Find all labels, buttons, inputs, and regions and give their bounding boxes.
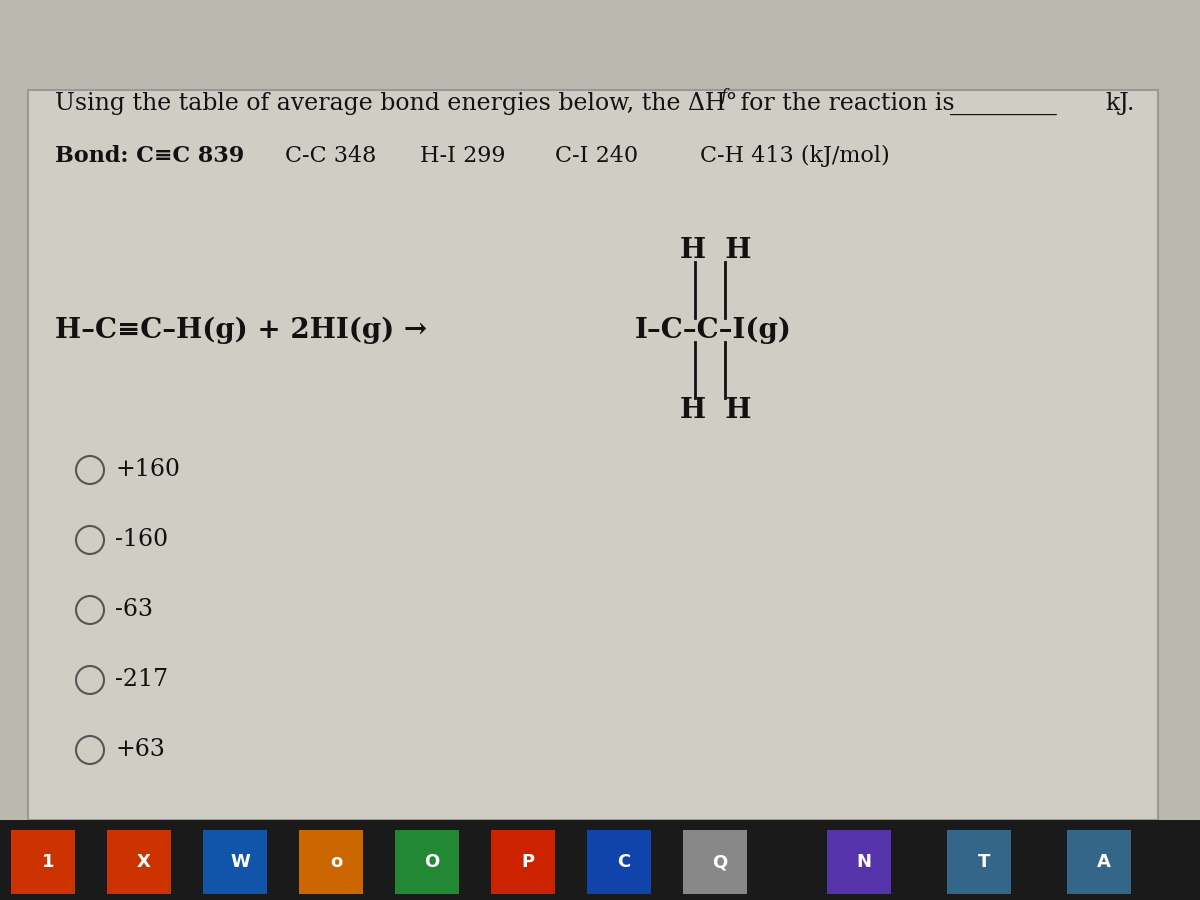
Text: T: T: [978, 853, 990, 871]
Text: C-C 348: C-C 348: [286, 145, 377, 167]
Text: _________: _________: [950, 92, 1057, 115]
FancyBboxPatch shape: [683, 830, 746, 894]
FancyBboxPatch shape: [1067, 830, 1132, 894]
Text: A: A: [1097, 853, 1111, 871]
Text: kJ.: kJ.: [1105, 92, 1134, 115]
Text: +63: +63: [115, 739, 164, 761]
Text: C-H 413 (kJ/mol): C-H 413 (kJ/mol): [700, 145, 889, 167]
Text: X: X: [137, 853, 151, 871]
Text: Bond: C≡C 839: Bond: C≡C 839: [55, 145, 245, 167]
Text: 1: 1: [42, 853, 54, 871]
Text: -160: -160: [115, 528, 168, 552]
Text: Using the table of average bond energies below, the ΔH°: Using the table of average bond energies…: [55, 92, 737, 115]
FancyBboxPatch shape: [587, 830, 650, 894]
Text: for the reaction is: for the reaction is: [733, 92, 955, 115]
Text: -217: -217: [115, 669, 168, 691]
Text: o: o: [330, 853, 342, 871]
Text: H  H: H H: [680, 237, 751, 264]
Text: N: N: [857, 853, 871, 871]
Text: I–C–C–I(g): I–C–C–I(g): [635, 316, 792, 344]
Text: H-I 299: H-I 299: [420, 145, 505, 167]
FancyBboxPatch shape: [299, 830, 364, 894]
Text: H  H: H H: [680, 397, 751, 424]
FancyBboxPatch shape: [947, 830, 1010, 894]
Text: f: f: [720, 88, 726, 105]
FancyBboxPatch shape: [203, 830, 266, 894]
FancyBboxPatch shape: [11, 830, 74, 894]
Text: +160: +160: [115, 458, 180, 482]
Bar: [0, 820, 1200, 900]
FancyBboxPatch shape: [827, 830, 890, 894]
FancyBboxPatch shape: [107, 830, 172, 894]
Text: -63: -63: [115, 598, 154, 622]
Text: O: O: [425, 853, 439, 871]
Text: W: W: [230, 853, 250, 871]
Text: C-I 240: C-I 240: [554, 145, 638, 167]
Text: C: C: [617, 853, 631, 871]
Text: Q: Q: [713, 853, 727, 871]
FancyBboxPatch shape: [491, 830, 554, 894]
Text: P: P: [522, 853, 534, 871]
FancyBboxPatch shape: [28, 90, 1158, 820]
FancyBboxPatch shape: [395, 830, 458, 894]
Text: H–C≡C–H(g) + 2HI(g) →: H–C≡C–H(g) + 2HI(g) →: [55, 316, 427, 344]
